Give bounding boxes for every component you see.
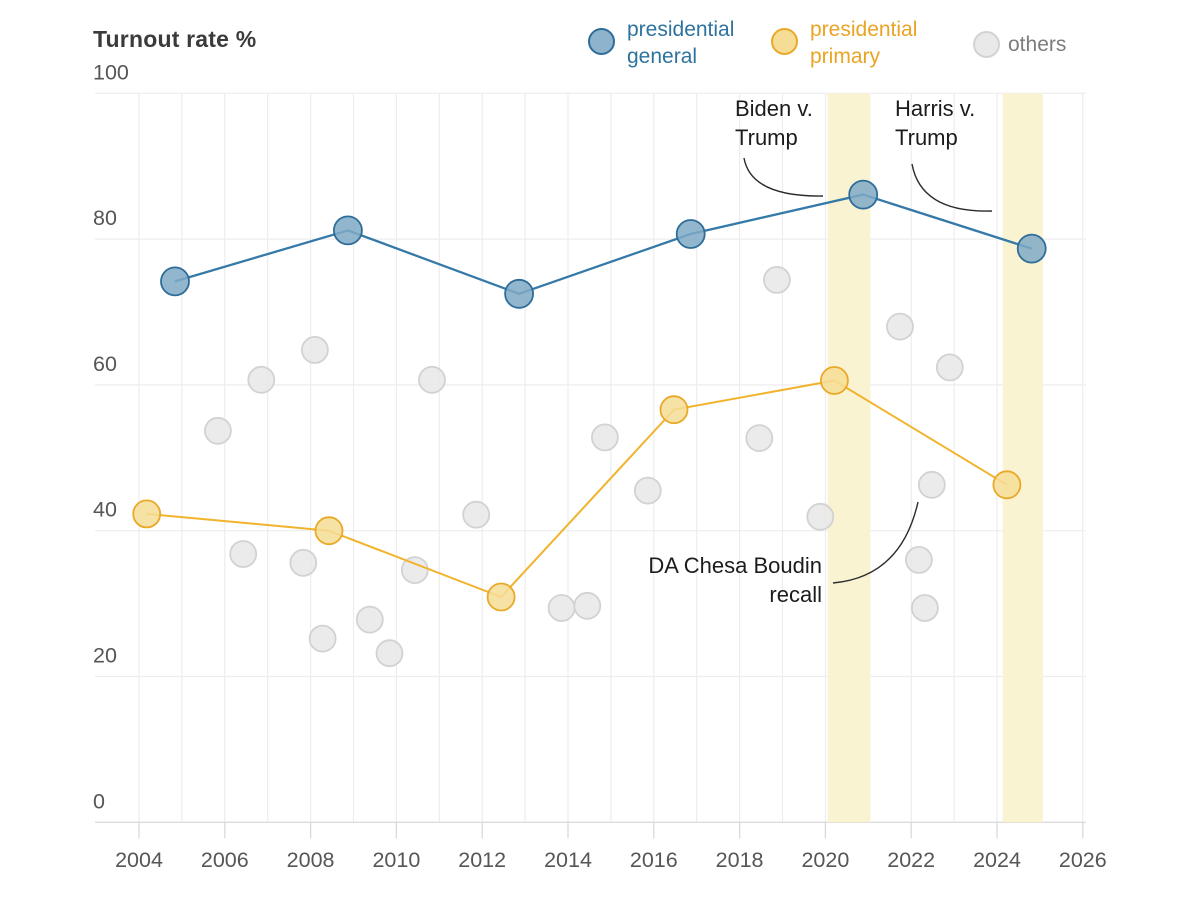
legend-label-line: presidential <box>627 18 735 41</box>
data-point-presidential-primary <box>820 366 849 395</box>
annotation-line: Trump <box>895 125 958 150</box>
legend-presidential-primary-label: presidential primary <box>810 16 917 70</box>
legend-label-line: presidential <box>810 18 918 41</box>
annotation-chesa-boudin-recall: DA Chesa Boudin recall <box>648 551 822 609</box>
data-point-others <box>905 546 933 574</box>
x-axis-tick-label: 2014 <box>544 848 592 872</box>
legend-presidential-general-label: presidential general <box>627 16 734 70</box>
legend-others-dot <box>973 31 1000 58</box>
data-point-presidential-general <box>1016 233 1047 264</box>
data-point-others <box>886 312 914 341</box>
annotation-curve-biden <box>743 157 824 197</box>
data-point-presidential-primary <box>659 395 689 425</box>
x-axis-tick-label: 2008 <box>287 848 335 872</box>
data-point-others <box>203 416 232 445</box>
y-axis-tick-label: 20 <box>93 644 117 668</box>
data-point-others <box>308 624 337 653</box>
y-axis-tick-label: 40 <box>93 498 117 522</box>
annotation-line: Harris v. <box>895 96 976 121</box>
data-point-presidential-primary <box>992 470 1022 500</box>
data-point-others <box>355 605 384 634</box>
x-axis-tick-label: 2020 <box>801 848 849 872</box>
data-point-presidential-general <box>332 215 363 246</box>
data-point-others <box>573 591 602 620</box>
data-point-others <box>763 265 791 294</box>
x-axis-tick-label: 2024 <box>973 848 1021 872</box>
data-point-presidential-general <box>504 278 534 309</box>
data-point-others <box>935 353 964 382</box>
x-axis-tick-label: 2026 <box>1059 848 1107 872</box>
chart-title: Turnout rate % <box>93 26 257 52</box>
legend-label-line: others <box>1008 33 1067 56</box>
annotation-harris-v-trump: Harris v. Trump <box>895 94 975 152</box>
highlight-band <box>827 93 871 823</box>
annotation-line: Trump <box>735 125 798 150</box>
data-point-presidential-general <box>675 219 706 249</box>
data-point-presidential-general <box>160 266 190 297</box>
data-point-others <box>229 540 258 568</box>
data-point-presidential-primary <box>314 516 344 546</box>
data-point-others <box>375 639 404 668</box>
data-point-others <box>247 365 276 394</box>
data-point-others <box>289 548 318 577</box>
y-axis-tick-label: 0 <box>93 789 105 813</box>
data-point-others <box>591 423 619 452</box>
legend-presidential-general-dot <box>588 28 615 55</box>
x-axis-tick-label: 2004 <box>115 848 163 872</box>
series-line-presidential-primary <box>146 379 1008 599</box>
legend-presidential-primary-dot <box>771 28 798 55</box>
x-axis-tick-label: 2016 <box>630 848 678 872</box>
legend-others-label: others <box>1008 31 1066 58</box>
x-axis-tick-label: 2012 <box>458 848 506 872</box>
y-axis-tick-label: 60 <box>93 352 117 376</box>
y-axis-tick-label: 100 <box>93 60 129 84</box>
data-point-others <box>806 502 835 531</box>
data-point-others <box>633 476 662 505</box>
data-point-others <box>462 500 491 529</box>
data-point-others <box>547 594 576 622</box>
data-point-presidential-primary <box>132 499 162 529</box>
x-axis-tick-label: 2006 <box>201 848 249 872</box>
y-axis-tick-label: 80 <box>93 206 117 230</box>
x-axis-tick-label: 2022 <box>887 848 935 872</box>
data-point-others <box>300 335 329 364</box>
data-point-others <box>400 556 429 584</box>
legend-label-line: general <box>627 45 698 68</box>
data-point-others <box>418 365 446 394</box>
annotation-line: Biden v. <box>735 96 813 121</box>
series-line-presidential-general <box>174 193 1033 296</box>
x-axis-tick-label: 2018 <box>716 848 764 872</box>
data-point-others <box>917 470 946 499</box>
legend-label-line: primary <box>810 45 881 68</box>
annotation-line: DA Chesa Boudin <box>648 553 822 578</box>
annotation-curve-boudin <box>832 501 919 584</box>
annotation-curve-harris <box>911 163 993 212</box>
annotation-line: recall <box>769 582 822 607</box>
data-point-others <box>745 424 774 453</box>
annotation-biden-v-trump: Biden v. Trump <box>735 94 813 152</box>
highlight-band <box>1002 93 1043 823</box>
data-point-presidential-general <box>848 179 879 210</box>
x-axis-tick-label: 2010 <box>372 848 420 872</box>
data-point-others <box>911 594 939 622</box>
data-point-presidential-primary <box>486 582 516 612</box>
